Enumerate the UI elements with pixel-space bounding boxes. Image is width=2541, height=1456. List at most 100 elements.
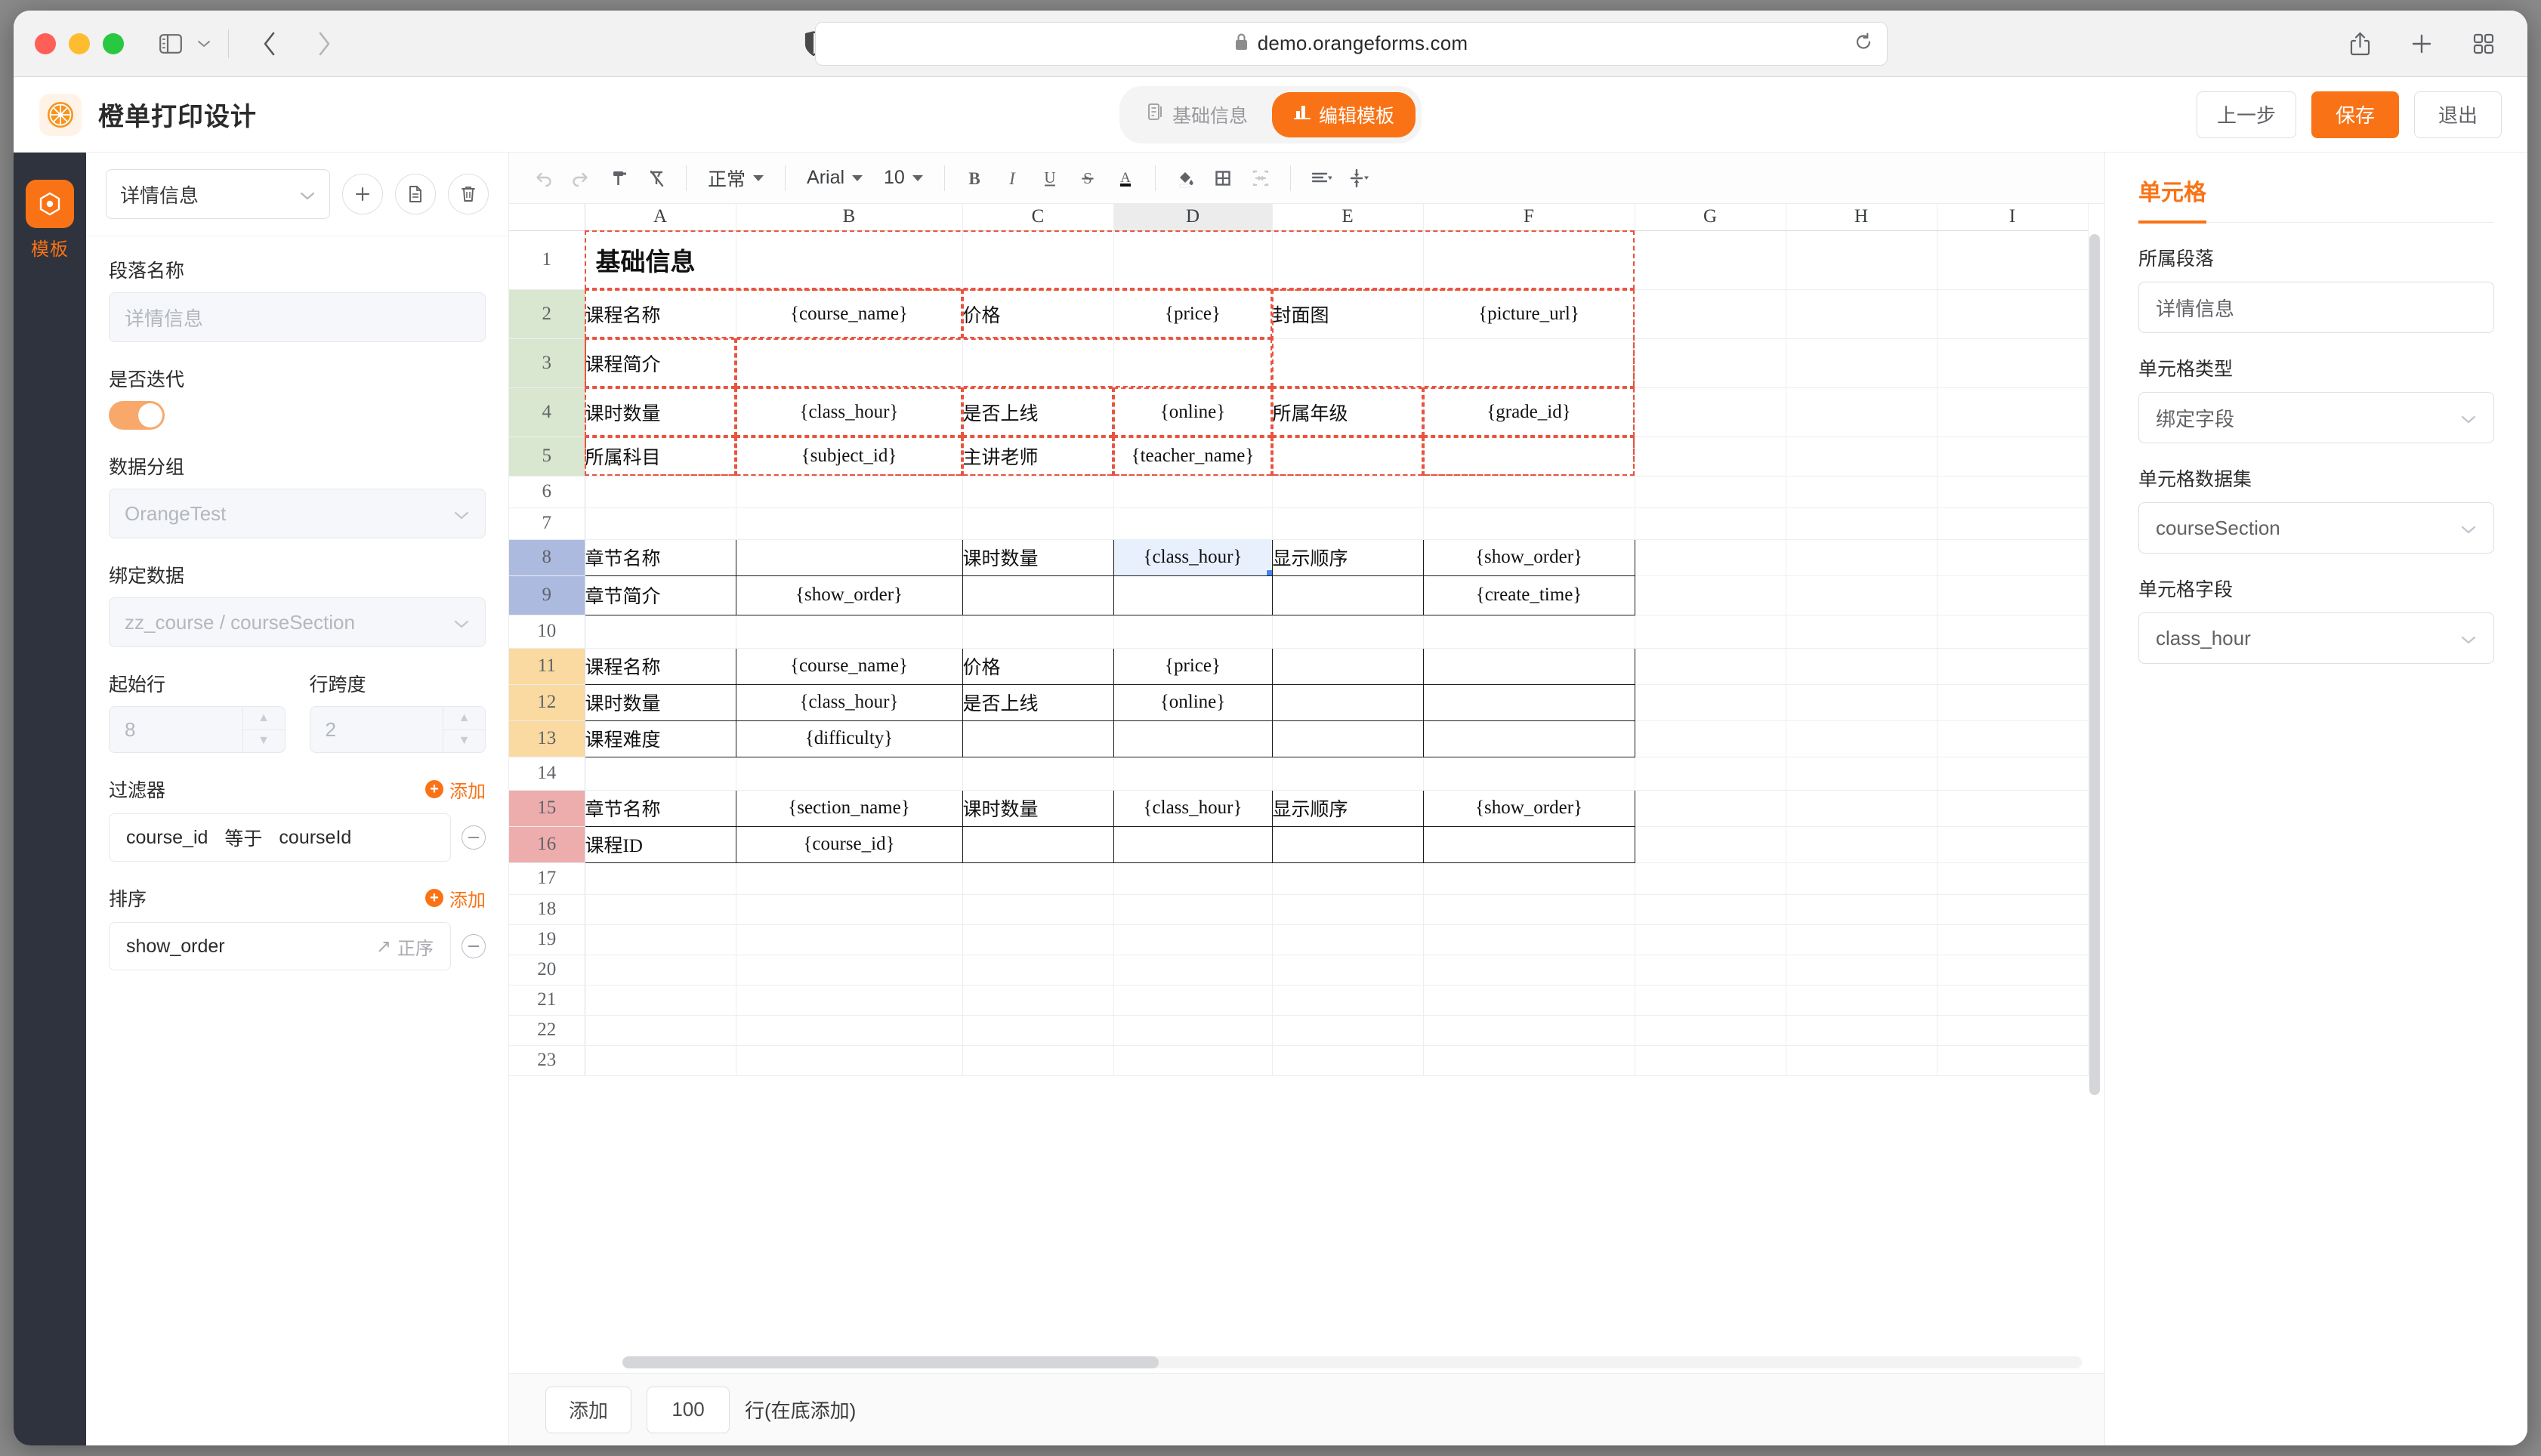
- sheet-cell-I17[interactable]: [1937, 862, 2089, 895]
- sheet-cell-H23[interactable]: [1786, 1045, 1937, 1076]
- sheet-cell-G18[interactable]: [1635, 894, 1786, 925]
- sidebar-toggle-icon[interactable]: [154, 27, 187, 60]
- sheet-cell-G12[interactable]: [1635, 684, 1786, 721]
- sheet-cell-F9[interactable]: {create_time}: [1422, 575, 1635, 615]
- sheet-cell-E6[interactable]: [1272, 476, 1424, 508]
- row-header-2[interactable]: 2: [509, 289, 585, 339]
- sheet-table[interactable]: A B C D E F G H I 1 基础信息 2 课程名称 {course_name} 价格 {price…: [509, 204, 2089, 1076]
- sheet-cell-A13[interactable]: 课程难度: [584, 720, 736, 757]
- italic-icon[interactable]: I: [995, 161, 1030, 196]
- sheet-cell-I12[interactable]: [1937, 684, 2089, 721]
- sheet-cell-E13[interactable]: [1271, 720, 1424, 757]
- add-rows-count-input[interactable]: 100: [647, 1386, 730, 1433]
- sheet-cell-F12[interactable]: [1422, 683, 1635, 721]
- column-header-A[interactable]: A: [585, 204, 736, 231]
- sheet-cell-A2[interactable]: 课程名称: [585, 289, 736, 339]
- sheet-cell-C15[interactable]: 课时数量: [962, 789, 1114, 827]
- forward-arrow-icon[interactable]: [307, 27, 341, 60]
- vertical-scroll-thumb[interactable]: [2089, 234, 2100, 1095]
- copy-section-button[interactable]: [395, 174, 436, 214]
- sheet-cell-I20[interactable]: [1937, 955, 2089, 986]
- vertical-align-dropdown[interactable]: [1341, 161, 1375, 196]
- sheet-cell-G19[interactable]: [1635, 924, 1786, 955]
- sheet-cell-E14[interactable]: [1272, 757, 1424, 791]
- sheet-cell-G22[interactable]: [1635, 1015, 1786, 1046]
- sheet-cell-D21[interactable]: [1113, 985, 1273, 1016]
- sheet-cell-D6[interactable]: [1113, 476, 1273, 508]
- tab-overview-icon[interactable]: [2467, 27, 2500, 60]
- sheet-cell-I9[interactable]: [1937, 575, 2089, 615]
- sheet-cell-G20[interactable]: [1635, 955, 1786, 986]
- row-header-14[interactable]: 14: [509, 757, 585, 791]
- sheet-cell-H15[interactable]: [1786, 790, 1937, 827]
- sheet-cell-H8[interactable]: [1786, 539, 1937, 576]
- column-header-I[interactable]: I: [1937, 204, 2089, 231]
- sheet-cell-A14[interactable]: [585, 757, 736, 791]
- sheet-cell-D20[interactable]: [1113, 955, 1273, 986]
- sheet-cell-E16[interactable]: [1271, 825, 1424, 863]
- sheet-cell-E17[interactable]: [1272, 862, 1424, 895]
- sheet-cell-B22[interactable]: [736, 1015, 963, 1046]
- horizontal-align-dropdown[interactable]: [1303, 161, 1338, 196]
- clear-format-icon[interactable]: [639, 161, 674, 196]
- filter-chip[interactable]: course_id 等于 courseId: [109, 813, 451, 862]
- sheet-cell-H10[interactable]: [1786, 615, 1937, 649]
- sheet-cell-H19[interactable]: [1786, 924, 1937, 955]
- sheet-cell-I23[interactable]: [1937, 1045, 2089, 1076]
- remove-sort-button[interactable]: [462, 934, 486, 958]
- sheet-cell-G16[interactable]: [1635, 826, 1786, 863]
- sheet-cell-G5[interactable]: [1635, 436, 1786, 477]
- sheet-cell-B20[interactable]: [736, 955, 963, 986]
- sheet-cell-H1[interactable]: [1786, 230, 1937, 290]
- sheet-cell-H14[interactable]: [1786, 757, 1937, 791]
- sheet-cell-C2[interactable]: 价格: [962, 289, 1114, 339]
- sheet-cell-B23[interactable]: [736, 1045, 963, 1076]
- row-header-5[interactable]: 5: [509, 436, 585, 477]
- sheet-cell-F15[interactable]: {show_order}: [1422, 789, 1635, 827]
- sheet-cell-D14[interactable]: [1113, 757, 1273, 791]
- sheet-cell-F14[interactable]: [1423, 757, 1635, 791]
- fill-color-icon[interactable]: [1168, 161, 1203, 196]
- sheet-cell-B8[interactable]: [735, 538, 963, 576]
- sheet-cell-C17[interactable]: [962, 862, 1114, 895]
- sheet-cell-B10[interactable]: [736, 615, 963, 649]
- sheet-cell-B12[interactable]: {class_hour}: [735, 683, 963, 721]
- sheet-cell-F11[interactable]: [1422, 647, 1635, 685]
- sheet-cell-C3[interactable]: [962, 338, 1114, 388]
- sheet-cell-H6[interactable]: [1786, 476, 1937, 508]
- sheet-cell-B14[interactable]: [736, 757, 963, 791]
- sheet-cell-F23[interactable]: [1423, 1045, 1635, 1076]
- text-color-icon[interactable]: A: [1108, 161, 1143, 196]
- sheet-cell-G21[interactable]: [1635, 985, 1786, 1016]
- sheet-cell-C22[interactable]: [962, 1015, 1114, 1046]
- sheet-cell-E12[interactable]: [1271, 683, 1424, 721]
- row-header-15[interactable]: 15: [509, 790, 585, 827]
- column-header-H[interactable]: H: [1786, 204, 1937, 231]
- add-rows-button[interactable]: 添加: [545, 1386, 632, 1433]
- column-header-B[interactable]: B: [736, 204, 963, 231]
- sheet-cell-G10[interactable]: [1635, 615, 1786, 649]
- sheet-cell-F6[interactable]: [1423, 476, 1635, 508]
- iterate-toggle[interactable]: [109, 401, 165, 430]
- row-span-stepper[interactable]: 2 ▲ ▼: [309, 706, 486, 753]
- sheet-cell-B16[interactable]: {course_id}: [735, 825, 963, 863]
- sheet-cell-C14[interactable]: [962, 757, 1114, 791]
- add-sort-button[interactable]: + 添加: [425, 885, 486, 912]
- vertical-scrollbar[interactable]: [2089, 234, 2100, 1350]
- sheet-cell-A20[interactable]: [585, 955, 736, 986]
- column-header-G[interactable]: G: [1635, 204, 1786, 231]
- row-header-8[interactable]: 8: [509, 539, 585, 576]
- sheet-cell-D3[interactable]: [1113, 338, 1273, 388]
- start-row-stepper[interactable]: 8 ▲ ▼: [109, 706, 286, 753]
- sheet-cell-A17[interactable]: [585, 862, 736, 895]
- sheet-cell-H11[interactable]: [1786, 648, 1937, 685]
- row-header-10[interactable]: 10: [509, 615, 585, 649]
- sheet-cell-A22[interactable]: [585, 1015, 736, 1046]
- row-header-11[interactable]: 11: [509, 648, 585, 685]
- sheet-cell-I21[interactable]: [1937, 985, 2089, 1016]
- sheet-cell-H20[interactable]: [1786, 955, 1937, 986]
- row-header-1[interactable]: 1: [509, 230, 585, 290]
- sheet-cell-C21[interactable]: [962, 985, 1114, 1016]
- sheet-cell-F7[interactable]: [1423, 507, 1635, 540]
- sheet-cell-D23[interactable]: [1113, 1045, 1273, 1076]
